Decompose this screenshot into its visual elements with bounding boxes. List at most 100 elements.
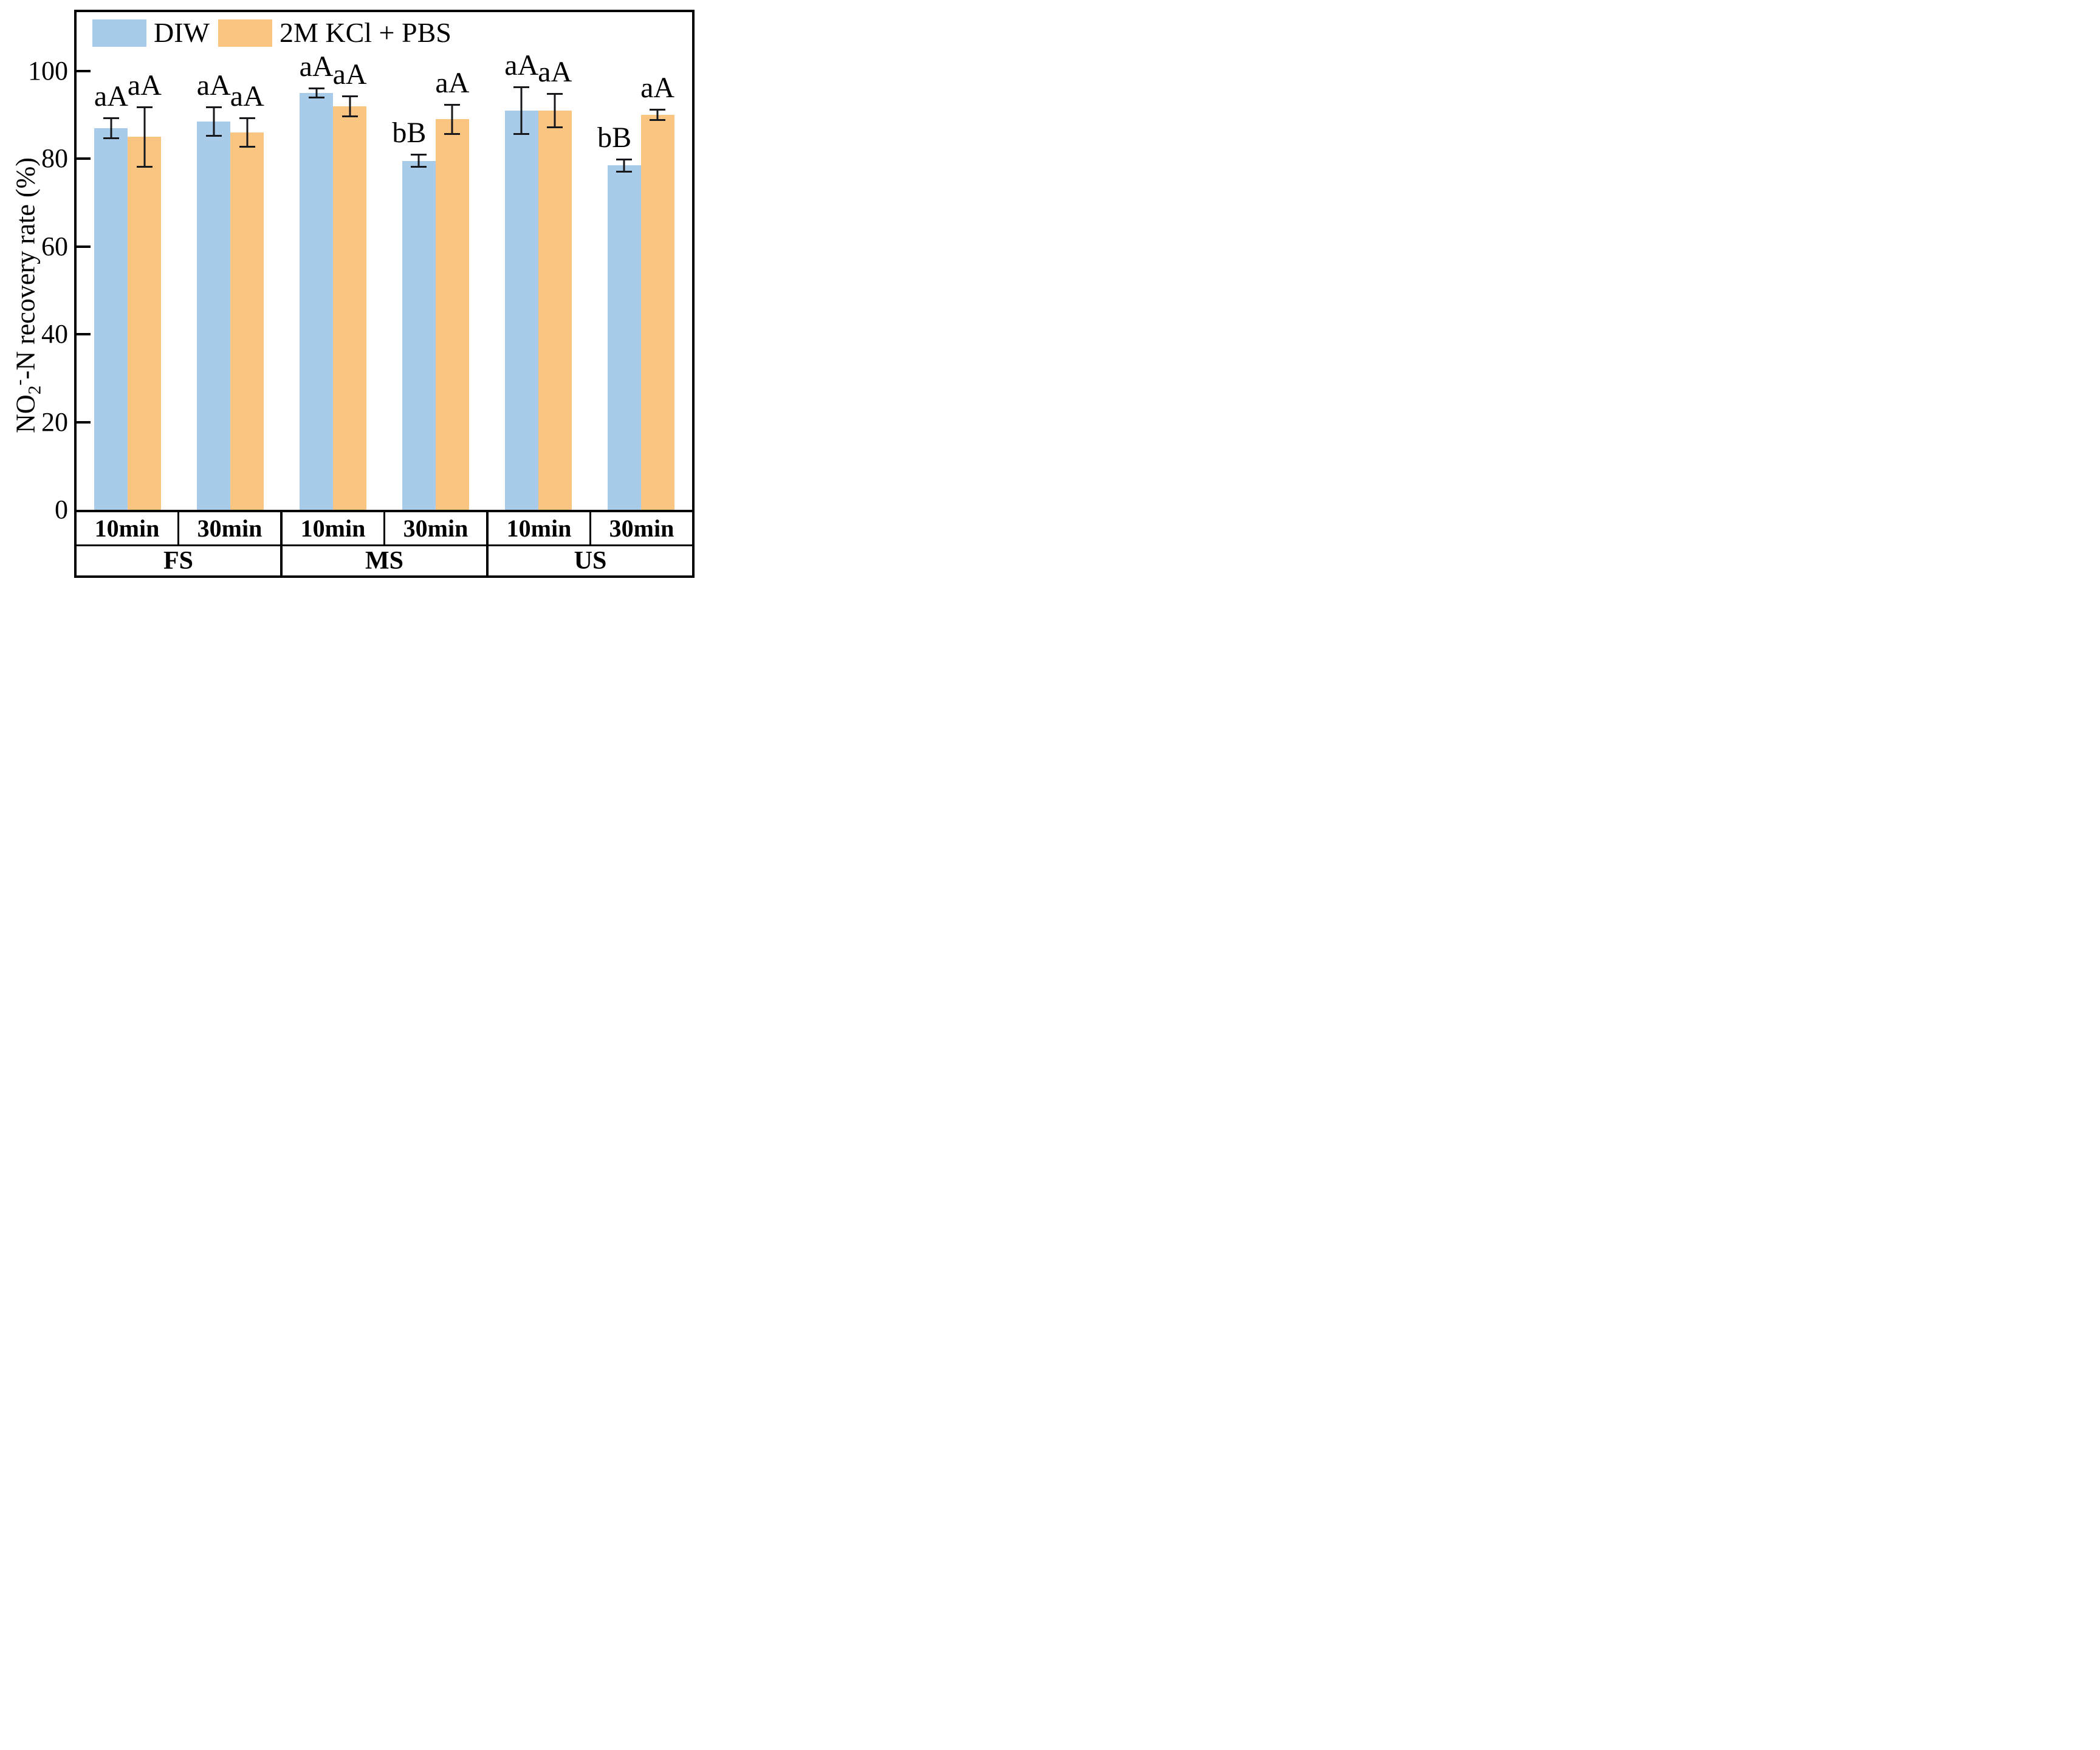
bar-diw-ms-10min — [300, 92, 334, 510]
error-bar-cap-top-diw-us-30min — [616, 158, 633, 160]
table-cell-group-fs: FS — [77, 546, 283, 575]
error-bar-diw-fs-30min — [205, 106, 222, 137]
error-bar-cap-bottom-diw-fs-10min — [103, 137, 119, 139]
bar-diw-ms-30min — [402, 160, 436, 510]
error-bar-cap-top-diw-us-10min — [513, 86, 530, 89]
table-cell-group-us: US — [574, 547, 607, 575]
y-axis-title-superscript: - — [9, 379, 29, 386]
y-axis-title-subscript: 2 — [24, 385, 45, 395]
sig-label-kcl-ms-30min: aA — [435, 66, 470, 99]
bar-diw-us-10min — [504, 110, 538, 510]
error-bar-line-kcl-fs-30min — [246, 117, 249, 148]
error-bar-line-diw-us-10min — [520, 86, 523, 135]
y-tick-label-100: 100 — [28, 55, 68, 86]
bar-kcl-ms-10min — [333, 106, 367, 510]
error-bar-diw-fs-10min — [103, 117, 119, 139]
plot-box: DIW 2M KCl + PBS aA aA aA aA aA aA bB aA aA aA bB a… — [74, 10, 695, 512]
error-bar-cap-bottom-kcl-us-30min — [650, 119, 666, 122]
sig-label-diw-fs-30min: aA — [196, 69, 231, 101]
bar-diw-us-30min — [607, 165, 641, 510]
error-bar-line-kcl-us-30min — [656, 108, 659, 122]
y-tick-mark-100 — [77, 69, 91, 72]
legend: DIW 2M KCl + PBS — [92, 17, 460, 49]
error-bar-cap-bottom-kcl-ms-10min — [341, 115, 358, 117]
error-bar-diw-ms-30min — [411, 154, 427, 168]
sig-label-diw-us-10min: aA — [504, 49, 539, 82]
sig-label-kcl-fs-10min: aA — [127, 69, 162, 101]
y-tick-mark-40 — [77, 333, 91, 336]
table-cell-ms-10min: 10min — [283, 512, 385, 544]
error-bar-cap-top-diw-fs-30min — [205, 106, 222, 108]
y-tick-label-80: 80 — [41, 143, 68, 174]
error-bar-line-kcl-us-10min — [554, 92, 556, 128]
error-bar-cap-bottom-kcl-us-10min — [547, 126, 563, 128]
x-axis-row-times: 10min 30min 10min 30min 10min 30min — [77, 512, 692, 546]
error-bar-kcl-fs-30min — [239, 117, 255, 148]
bar-chart-figure: NO2--N recovery rate (%) 100 80 60 40 20 0 DI… — [0, 0, 700, 583]
plot-area: DIW 2M KCl + PBS aA aA aA aA aA aA bB aA aA aA bB a… — [77, 12, 692, 510]
y-tick-mark-20 — [77, 420, 91, 424]
table-cell-group-ms: MS — [283, 546, 489, 575]
sig-label-kcl-fs-30min: aA — [230, 80, 264, 112]
table-cell-fs-10min: 10min — [77, 512, 179, 544]
table-cell-ms-30min: 30min — [385, 512, 489, 544]
error-bar-cap-top-kcl-ms-30min — [444, 103, 461, 106]
error-bar-cap-bottom-kcl-ms-30min — [444, 132, 461, 135]
error-bar-kcl-ms-30min — [444, 103, 461, 135]
sig-label-diw-fs-10min: aA — [94, 80, 128, 112]
error-bar-kcl-us-30min — [650, 108, 666, 122]
sig-label-kcl-ms-10min: aA — [332, 58, 367, 91]
error-bar-diw-us-10min — [513, 86, 530, 135]
error-bar-kcl-ms-10min — [341, 95, 358, 117]
error-bar-line-diw-us-30min — [623, 158, 625, 173]
error-bar-kcl-us-10min — [547, 92, 563, 128]
bar-kcl-fs-30min — [230, 132, 264, 510]
error-bar-line-diw-fs-10min — [110, 117, 112, 139]
legend-swatch-diw — [92, 19, 146, 47]
error-bar-cap-bottom-diw-fs-30min — [205, 135, 222, 137]
bar-kcl-us-10min — [538, 110, 572, 510]
error-bar-cap-top-kcl-us-30min — [650, 108, 666, 111]
error-bar-line-diw-fs-30min — [213, 106, 215, 137]
y-tick-label-20: 20 — [41, 407, 68, 437]
error-bar-cap-top-kcl-fs-30min — [239, 117, 255, 119]
y-tick-label-60: 60 — [41, 231, 68, 261]
error-bar-cap-bottom-kcl-fs-10min — [136, 165, 153, 168]
bar-kcl-ms-30min — [435, 119, 469, 510]
table-cell-us-10min: 10min — [489, 512, 591, 544]
sig-label-diw-ms-30min: bB — [392, 117, 427, 149]
y-tick-mark-60 — [77, 245, 91, 248]
error-bar-kcl-fs-10min — [136, 106, 153, 168]
y-tick-label-40: 40 — [41, 319, 68, 349]
error-bar-line-kcl-ms-10min — [349, 95, 351, 117]
sig-label-diw-ms-10min: aA — [299, 50, 334, 83]
error-bar-cap-bottom-kcl-fs-30min — [239, 146, 255, 148]
bar-kcl-fs-10min — [128, 137, 162, 510]
x-axis-table: 10min 30min 10min 30min 10min 30min FS MS US — [74, 512, 695, 578]
sig-label-diw-us-30min: bB — [597, 121, 632, 154]
legend-label-kcl: 2M KCl + PBS — [279, 17, 451, 48]
error-bar-cap-bottom-diw-ms-10min — [308, 96, 324, 98]
bar-kcl-us-30min — [640, 115, 674, 510]
error-bar-cap-top-diw-ms-30min — [411, 154, 427, 156]
error-bar-line-kcl-ms-30min — [451, 103, 453, 135]
error-bar-cap-top-diw-fs-10min — [103, 117, 119, 119]
error-bar-line-diw-ms-10min — [315, 88, 318, 98]
error-bar-cap-top-kcl-ms-10min — [341, 95, 358, 97]
bar-diw-fs-30min — [197, 121, 231, 510]
error-bar-line-kcl-fs-10min — [143, 106, 146, 168]
error-bar-cap-top-diw-ms-10min — [308, 88, 324, 90]
error-bar-cap-top-kcl-fs-10min — [136, 106, 153, 108]
sig-label-kcl-us-10min: aA — [538, 55, 572, 88]
error-bar-diw-us-30min — [616, 158, 633, 173]
table-cell-fs-30min: 30min — [179, 512, 283, 544]
y-tick-label-0: 0 — [55, 495, 68, 524]
error-bar-cap-bottom-diw-ms-30min — [411, 166, 427, 168]
sig-label-kcl-us-30min: aA — [640, 71, 675, 104]
error-bar-line-diw-ms-30min — [417, 154, 420, 168]
error-bar-cap-bottom-diw-us-10min — [513, 132, 530, 135]
y-tick-mark-80 — [77, 157, 91, 160]
x-axis-row-groups: FS MS US — [77, 546, 692, 575]
legend-swatch-kcl — [218, 19, 272, 47]
error-bar-diw-ms-10min — [308, 88, 324, 98]
